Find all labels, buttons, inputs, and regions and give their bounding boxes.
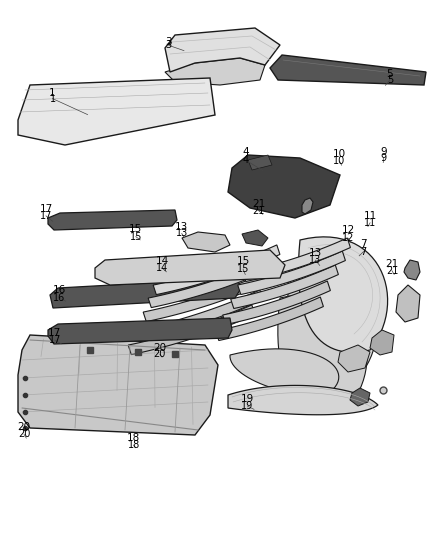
Polygon shape (228, 155, 340, 218)
Text: 13: 13 (175, 222, 188, 231)
Text: 13: 13 (309, 248, 322, 258)
Text: 10: 10 (333, 156, 346, 166)
Text: 20: 20 (18, 423, 31, 432)
Text: 13: 13 (176, 229, 188, 238)
Text: 17: 17 (49, 335, 61, 345)
Polygon shape (48, 210, 177, 230)
Polygon shape (153, 245, 280, 295)
Polygon shape (143, 272, 270, 321)
Polygon shape (238, 251, 346, 295)
Text: 16: 16 (53, 286, 66, 295)
Polygon shape (230, 349, 339, 394)
Polygon shape (182, 232, 230, 252)
Text: 9: 9 (381, 153, 387, 163)
Text: 12: 12 (342, 225, 355, 235)
Text: 3: 3 (165, 37, 172, 46)
Polygon shape (278, 295, 367, 410)
Polygon shape (215, 297, 323, 341)
Polygon shape (228, 385, 378, 415)
Polygon shape (338, 345, 370, 372)
Text: 15: 15 (237, 256, 250, 266)
Polygon shape (231, 265, 339, 309)
Polygon shape (95, 250, 285, 285)
Text: 20: 20 (154, 350, 166, 359)
Polygon shape (248, 155, 272, 170)
Text: 21: 21 (385, 259, 399, 269)
Text: 11: 11 (364, 218, 376, 228)
Polygon shape (396, 285, 420, 322)
Text: 21: 21 (252, 199, 265, 208)
Text: 7: 7 (360, 247, 367, 256)
Text: 12: 12 (342, 233, 354, 243)
Polygon shape (128, 305, 255, 354)
Text: 19: 19 (241, 394, 254, 403)
Text: 1: 1 (49, 88, 56, 98)
Text: 15: 15 (237, 264, 249, 274)
Text: 15: 15 (129, 224, 142, 234)
Polygon shape (288, 265, 377, 380)
Polygon shape (270, 55, 426, 85)
Text: 4: 4 (242, 147, 249, 157)
Polygon shape (404, 260, 420, 280)
Polygon shape (370, 330, 394, 355)
Polygon shape (18, 335, 218, 435)
Text: 14: 14 (155, 256, 169, 266)
Polygon shape (242, 230, 268, 246)
Polygon shape (165, 58, 265, 85)
Polygon shape (18, 78, 215, 145)
Text: 15: 15 (130, 232, 142, 241)
Text: 9: 9 (380, 147, 387, 157)
Polygon shape (148, 258, 275, 308)
Text: 4: 4 (242, 155, 248, 165)
Text: 18: 18 (127, 433, 140, 443)
Text: 17: 17 (40, 211, 52, 221)
Polygon shape (243, 238, 350, 281)
Text: 20: 20 (153, 343, 166, 352)
Text: 11: 11 (364, 211, 377, 221)
Text: 21: 21 (386, 266, 398, 276)
Text: 3: 3 (166, 41, 172, 50)
Polygon shape (136, 290, 263, 340)
Text: 14: 14 (156, 263, 168, 273)
Text: 19: 19 (241, 401, 254, 411)
Text: 18: 18 (127, 440, 140, 450)
Text: 7: 7 (360, 239, 367, 249)
Text: 16: 16 (53, 293, 65, 303)
Polygon shape (48, 318, 232, 344)
Text: 5: 5 (387, 75, 393, 85)
Text: 5: 5 (386, 69, 393, 78)
Text: 1: 1 (49, 94, 56, 103)
Text: 20: 20 (18, 430, 30, 439)
Polygon shape (165, 28, 280, 72)
Text: 17: 17 (39, 204, 53, 214)
Polygon shape (223, 281, 330, 325)
Text: 10: 10 (333, 149, 346, 158)
Text: 21: 21 (252, 206, 265, 215)
Text: 13: 13 (309, 255, 321, 265)
Polygon shape (302, 198, 313, 214)
Polygon shape (350, 388, 370, 406)
Text: 17: 17 (48, 328, 61, 338)
Polygon shape (298, 237, 388, 352)
Polygon shape (50, 278, 240, 308)
